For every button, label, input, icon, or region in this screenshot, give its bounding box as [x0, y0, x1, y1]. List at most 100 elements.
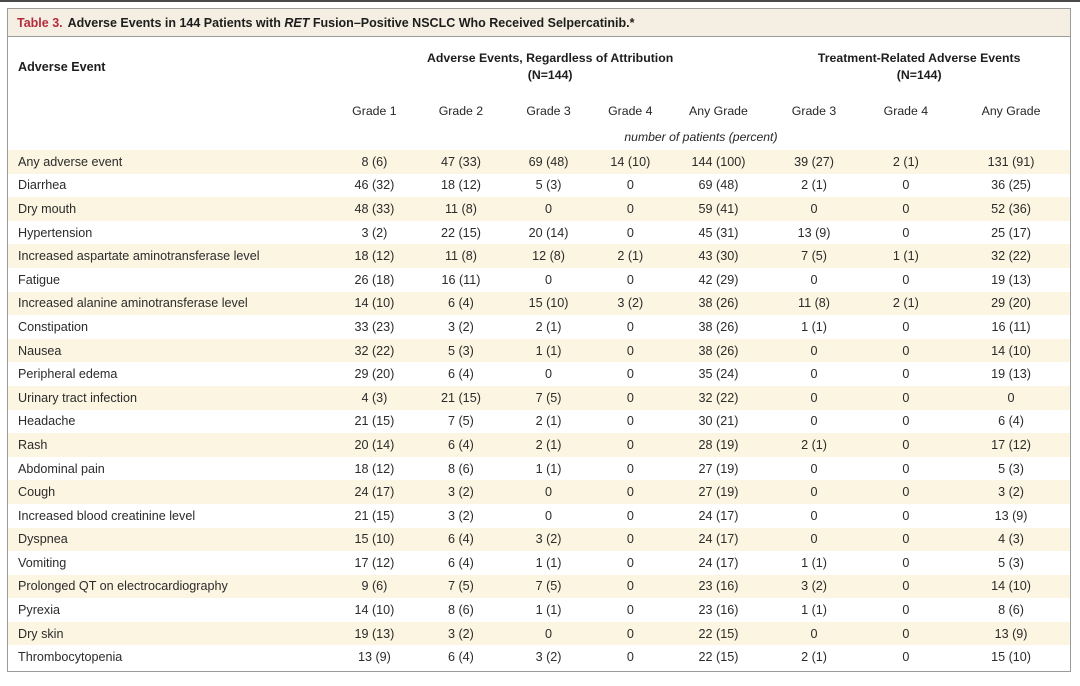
value-cell: 14 (10) [991, 343, 1031, 358]
units-note-row: number of patients (percent) [8, 124, 1070, 150]
value-cell: 13 (9) [994, 508, 1028, 523]
value-cell: 27 (19) [698, 461, 739, 476]
value-cell: 15 (10) [991, 650, 1031, 665]
value-cell: 7 (5) [801, 249, 827, 264]
value-cell: 18 (12) [354, 461, 395, 476]
value-cell: 29 (20) [354, 367, 395, 382]
value-cell: 0 [626, 579, 634, 594]
value-cell: 27 (19) [698, 485, 739, 500]
col-header-tr-grade4: Grade 4 [883, 103, 929, 118]
table-row: Pyrexia 14 (10) 8 (6) 1 (1) 0 23 (16) 1 (1) 0 8 … [8, 598, 1070, 622]
table-row: Dyspnea 15 (10) 6 (4) 3 (2) 0 24 (17) 0 0 4 (3) [8, 527, 1070, 552]
group2-line1: Treatment-Related Adverse Events [817, 50, 1021, 65]
adverse-event-label: Vomiting [18, 555, 67, 570]
adverse-event-label: Prolonged QT on electrocardiography [18, 579, 228, 594]
value-cell: 0 [626, 178, 634, 193]
value-cell: 17 (12) [991, 437, 1031, 452]
value-cell: 1 (1) [801, 603, 827, 618]
value-cell: 2 (1) [535, 437, 562, 452]
value-cell: 0 [902, 532, 910, 547]
value-cell: 0 [902, 461, 910, 476]
adverse-event-label: Urinary tract infection [18, 390, 137, 405]
value-cell: 5 (3) [447, 343, 474, 358]
table-row: Headache 21 (15) 7 (5) 2 (1) 0 30 (21) 0 0 6 (4) [8, 410, 1070, 434]
value-cell: 2 (1) [617, 249, 644, 264]
adverse-event-label: Cough [18, 485, 56, 500]
value-cell: 52 (36) [991, 201, 1031, 216]
value-cell: 0 [902, 201, 910, 216]
group1-line2: (N=144) [527, 68, 573, 82]
value-cell: 24 (17) [698, 555, 739, 570]
adverse-event-label: Any adverse event [18, 154, 123, 169]
value-cell: 36 (25) [991, 178, 1031, 193]
value-cell: 0 [810, 485, 818, 500]
value-cell: 14 (10) [354, 296, 395, 311]
empty-header-cell [8, 97, 332, 124]
value-cell: 5 (3) [998, 555, 1024, 570]
units-note: number of patients (percent) [624, 130, 778, 144]
value-cell: 26 (18) [354, 272, 395, 287]
top-edge-line [0, 0, 1080, 2]
value-cell: 0 [902, 603, 910, 618]
adverse-event-label: Hypertension [18, 225, 93, 240]
value-cell: 32 (22) [698, 390, 739, 405]
table-row: Abdominal pain 18 (12) 8 (6) 1 (1) 0 27 (19) 0… [8, 457, 1070, 481]
table-row: Nausea 32 (22) 5 (3) 1 (1) 0 38 (26) 0 0 14 (10) [8, 338, 1070, 363]
group-header-treatment-related: Treatment-Related Adverse Events (N=144) [768, 37, 1070, 97]
value-cell: 0 [902, 650, 910, 665]
adverse-event-label: Dry skin [18, 626, 64, 641]
value-cell: 3 (2) [535, 650, 562, 665]
adverse-event-column-header: Adverse Event [18, 60, 106, 74]
value-cell: 0 [902, 414, 910, 429]
value-cell: 13 (9) [357, 650, 391, 665]
value-cell: 0 [545, 367, 553, 382]
table-title-suffix: Fusion–Positive NSCLC Who Received Selpe… [309, 15, 635, 30]
value-cell: 0 [626, 437, 634, 452]
value-cell: 0 [626, 555, 634, 570]
value-cell: 0 [902, 272, 910, 287]
value-cell: 59 (41) [698, 201, 739, 216]
value-cell: 3 (2) [361, 225, 388, 240]
adverse-events-table: Adverse Event Adverse Events, Regardless… [8, 37, 1070, 669]
table-row: Increased alanine aminotransferase level… [8, 291, 1070, 316]
value-cell: 20 (14) [528, 225, 569, 240]
value-cell: 0 [810, 390, 818, 405]
value-cell: 0 [810, 367, 818, 382]
value-cell: 16 (11) [441, 272, 481, 287]
value-cell: 4 (3) [998, 532, 1024, 547]
value-cell: 0 [545, 201, 553, 216]
value-cell: 8 (6) [447, 461, 474, 476]
value-cell: 1 (1) [801, 319, 827, 334]
value-cell: 16 (11) [991, 319, 1031, 334]
table-row: Thrombocytopenia 13 (9) 6 (4) 3 (2) 0 22 (15)… [8, 645, 1070, 669]
value-cell: 15 (10) [354, 532, 395, 547]
value-cell: 0 [545, 508, 553, 523]
value-cell: 8 (6) [998, 603, 1024, 618]
value-cell: 0 [902, 225, 910, 240]
table-row: Increased blood creatinine level 21 (15) 3… [8, 504, 1070, 528]
table-number-label: Table 3. [17, 15, 63, 30]
value-cell: 32 (22) [991, 249, 1031, 264]
value-cell: 2 (1) [892, 154, 919, 169]
table-row: Increased aspartate aminotransferase lev… [8, 244, 1070, 268]
value-cell: 0 [902, 555, 910, 570]
value-cell: 0 [810, 414, 818, 429]
value-cell: 0 [626, 485, 634, 500]
value-cell: 13 (9) [797, 225, 831, 240]
value-cell: 39 (27) [794, 154, 834, 169]
value-cell: 46 (32) [354, 178, 395, 193]
value-cell: 1 (1) [535, 461, 562, 476]
value-cell: 8 (6) [447, 603, 474, 618]
value-cell: 0 [626, 650, 634, 665]
adverse-event-label: Increased alanine aminotransferase level [18, 296, 248, 311]
value-cell: 0 [902, 178, 910, 193]
value-cell: 45 (31) [698, 225, 739, 240]
value-cell: 0 [902, 390, 910, 405]
value-cell: 2 (1) [801, 178, 827, 193]
empty-units-cell [8, 124, 332, 150]
value-cell: 23 (16) [698, 579, 739, 594]
adverse-event-label: Rash [18, 437, 48, 452]
value-cell: 11 (8) [444, 201, 477, 216]
value-cell: 144 (100) [691, 154, 746, 169]
value-cell: 0 [810, 461, 818, 476]
